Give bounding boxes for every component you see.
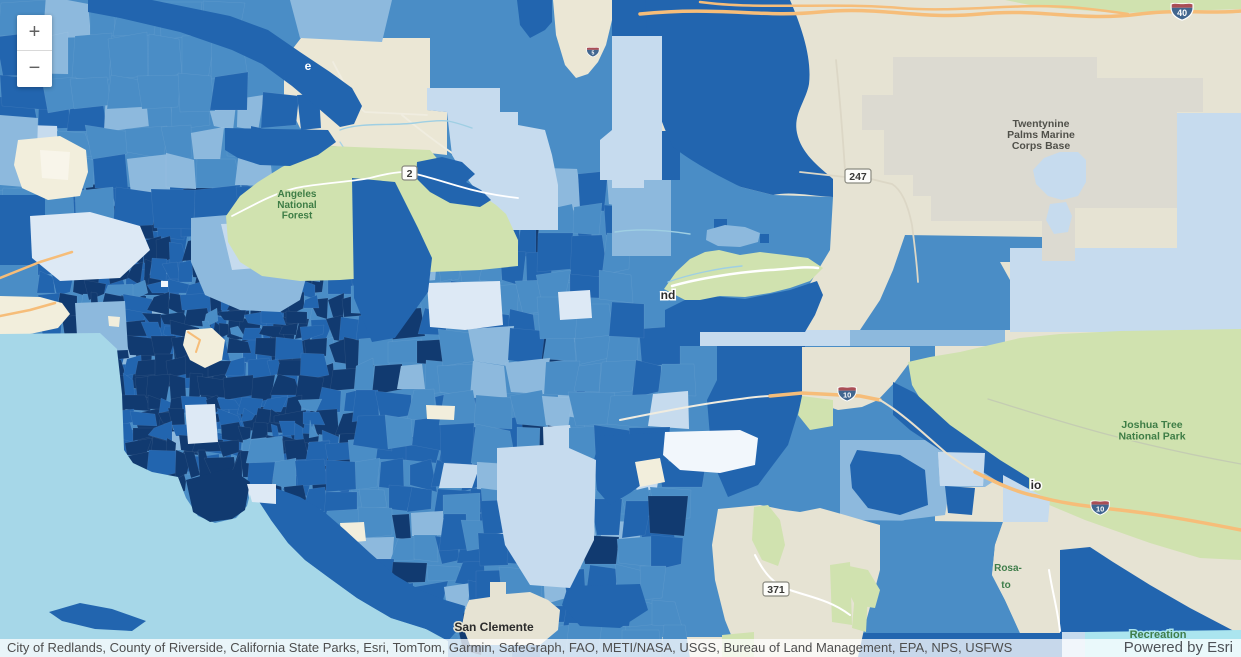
svg-text:Palms Marine: Palms Marine xyxy=(1007,129,1075,141)
svg-text:National Park: National Park xyxy=(1118,431,1185,443)
svg-text:to: to xyxy=(1001,580,1010,591)
svg-text:Joshua Tree: Joshua Tree xyxy=(1121,419,1182,431)
svg-text:Angeles: Angeles xyxy=(278,189,317,200)
svg-text:40: 40 xyxy=(1177,8,1187,18)
svg-text:247: 247 xyxy=(849,171,867,183)
svg-text:Corps Base: Corps Base xyxy=(1012,140,1071,152)
svg-text:371: 371 xyxy=(767,584,785,596)
svg-text:Twentynine: Twentynine xyxy=(1013,118,1070,130)
svg-text:e: e xyxy=(305,59,312,73)
svg-text:10: 10 xyxy=(843,390,851,399)
svg-text:National: National xyxy=(277,200,317,211)
svg-text:io: io xyxy=(1031,478,1042,492)
svg-text:Rosa-: Rosa- xyxy=(994,563,1022,574)
svg-text:nd: nd xyxy=(661,288,676,302)
svg-text:Forest: Forest xyxy=(282,211,313,222)
svg-text:2: 2 xyxy=(407,168,413,180)
svg-text:San Clemente: San Clemente xyxy=(454,620,534,634)
svg-text:10: 10 xyxy=(1096,504,1104,513)
svg-text:5: 5 xyxy=(591,51,594,57)
svg-text:Recreation: Recreation xyxy=(1130,629,1187,641)
